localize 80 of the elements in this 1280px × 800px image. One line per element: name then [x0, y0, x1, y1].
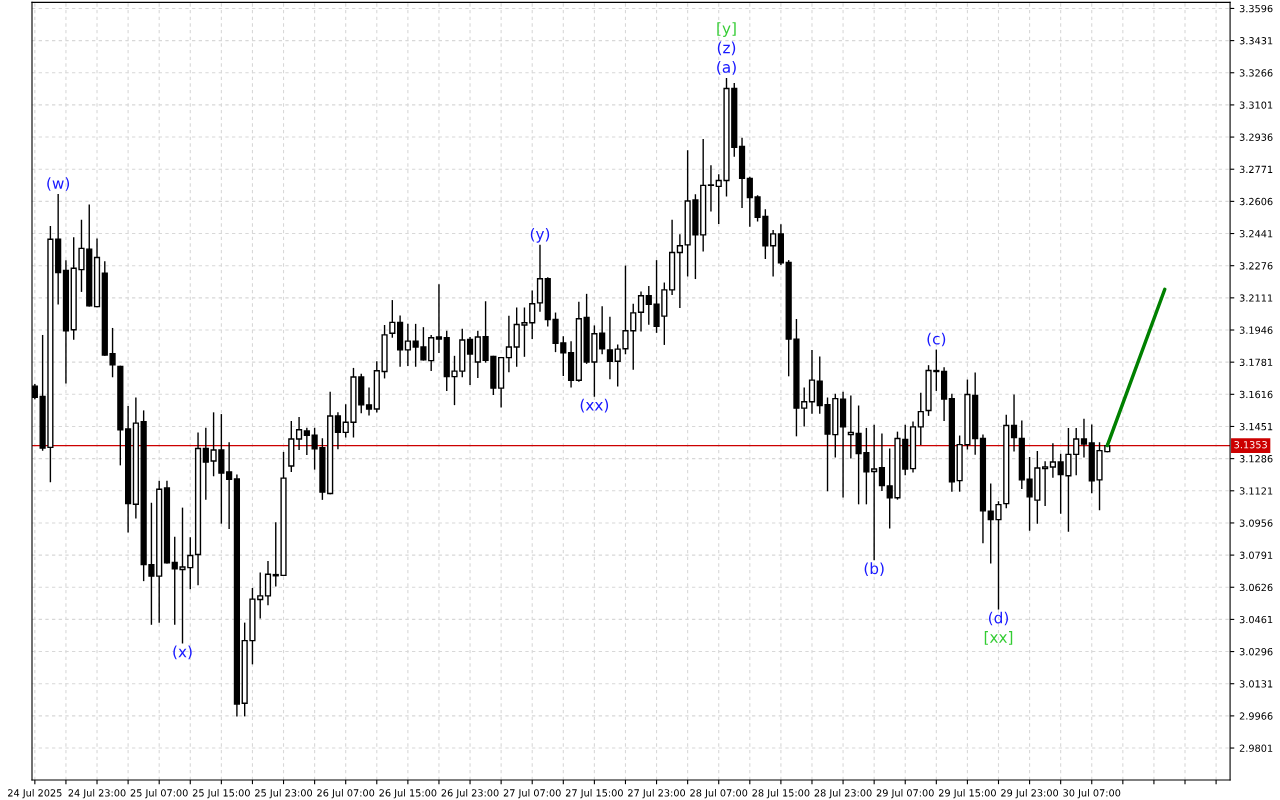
candlestick	[1042, 461, 1049, 507]
annotation: (d)	[989, 611, 1008, 626]
candlestick	[878, 433, 886, 491]
x-tick-label: 27 Jul 15:00	[565, 789, 623, 799]
annotation: (y)	[530, 227, 550, 243]
x-tick-label: 30 Jul 07:00	[1063, 789, 1121, 799]
y-tick-label: 3.3101	[1239, 101, 1273, 109]
annotation: (b)	[864, 562, 884, 576]
candlestick	[226, 442, 233, 530]
y-tick-label: 3.2771	[1239, 165, 1273, 174]
annotation: (xx)	[580, 398, 609, 413]
candlestick	[1080, 418, 1088, 458]
x-tick-label: 29 Jul 15:00	[938, 789, 996, 799]
candlestick	[303, 427, 310, 456]
candlestick	[606, 316, 614, 380]
candlestick	[808, 349, 816, 414]
annotation: (x)	[173, 645, 192, 660]
candlestick	[365, 387, 373, 416]
y-tick-label: 2.9801	[1239, 744, 1273, 752]
y-tick-label: 3.0791	[1239, 551, 1273, 559]
y-tick-label: 3.3596	[1239, 4, 1273, 13]
y-tick-label: 3.2276	[1239, 262, 1273, 270]
candlestick	[389, 300, 396, 338]
candlestick	[917, 392, 924, 445]
y-tick-label: 3.0626	[1239, 583, 1273, 592]
y-tick-label: 3.2111	[1239, 294, 1273, 302]
x-tick-label: 28 Jul 23:00	[814, 789, 872, 799]
annotation: (z)	[717, 41, 736, 56]
x-tick-label: 28 Jul 15:00	[752, 789, 810, 799]
candlestick	[435, 284, 443, 354]
y-tick-label: 3.2606	[1239, 197, 1273, 206]
candlestick	[466, 337, 474, 386]
y-tick-label: 3.0131	[1239, 680, 1273, 688]
x-tick-label: 29 Jul 23:00	[1001, 789, 1059, 799]
x-tick-label: 25 Jul 23:00	[255, 789, 313, 799]
x-tick-label: 25 Jul 07:00	[130, 789, 188, 799]
candlestick	[707, 165, 715, 212]
candlestick	[295, 417, 303, 450]
y-tick-label: 3.1946	[1239, 326, 1273, 334]
x-tick-label: 26 Jul 15:00	[379, 789, 437, 799]
y-tick-label: 3.0461	[1239, 615, 1273, 624]
annotation: (a)	[717, 61, 736, 75]
x-tick-label: 26 Jul 07:00	[317, 789, 375, 799]
x-tick-label: 24 Jul 2025	[8, 789, 62, 799]
candlestick	[264, 561, 272, 606]
candlestick	[404, 323, 411, 366]
ref-line-label: 3.1353	[1234, 441, 1267, 449]
annotation: (w)	[47, 177, 70, 191]
annotation: [xx]	[984, 631, 1013, 645]
y-tick-label: 3.1451	[1239, 422, 1273, 431]
candlestick	[676, 234, 683, 308]
y-tick-label: 2.9966	[1239, 712, 1273, 720]
y-tick-label: 3.3266	[1239, 69, 1273, 77]
y-tick-label: 3.1616	[1239, 390, 1273, 399]
x-tick-label: 28 Jul 07:00	[690, 789, 748, 799]
y-tick-label: 3.0956	[1239, 519, 1273, 527]
y-tick-label: 3.2441	[1239, 230, 1273, 238]
candlestick	[599, 306, 606, 355]
y-tick-label: 3.3431	[1239, 37, 1273, 45]
candlestick	[847, 395, 854, 459]
y-tick-label: 3.1286	[1239, 455, 1273, 463]
x-tick-label: 25 Jul 15:00	[192, 789, 250, 799]
candlestick	[871, 424, 878, 561]
candlestick	[770, 230, 777, 277]
candlestick	[637, 291, 645, 332]
candlestick	[1049, 443, 1056, 478]
annotation: (c)	[927, 332, 946, 347]
x-tick-label: 26 Jul 23:00	[441, 789, 499, 799]
x-tick-label: 27 Jul 07:00	[503, 789, 561, 799]
y-tick-label: 3.0296	[1239, 648, 1273, 656]
y-tick-label: 3.1781	[1239, 358, 1273, 366]
candlestick	[334, 412, 342, 450]
x-tick-label: 24 Jul 23:00	[68, 789, 126, 799]
y-tick-label: 3.1121	[1239, 487, 1273, 495]
x-tick-label: 29 Jul 07:00	[876, 789, 934, 799]
x-tick-label: 27 Jul 23:00	[628, 789, 686, 799]
annotation: [y]	[717, 22, 736, 37]
y-tick-label: 3.2936	[1239, 133, 1273, 141]
candlestick	[505, 315, 513, 373]
candlestick	[1010, 394, 1018, 452]
